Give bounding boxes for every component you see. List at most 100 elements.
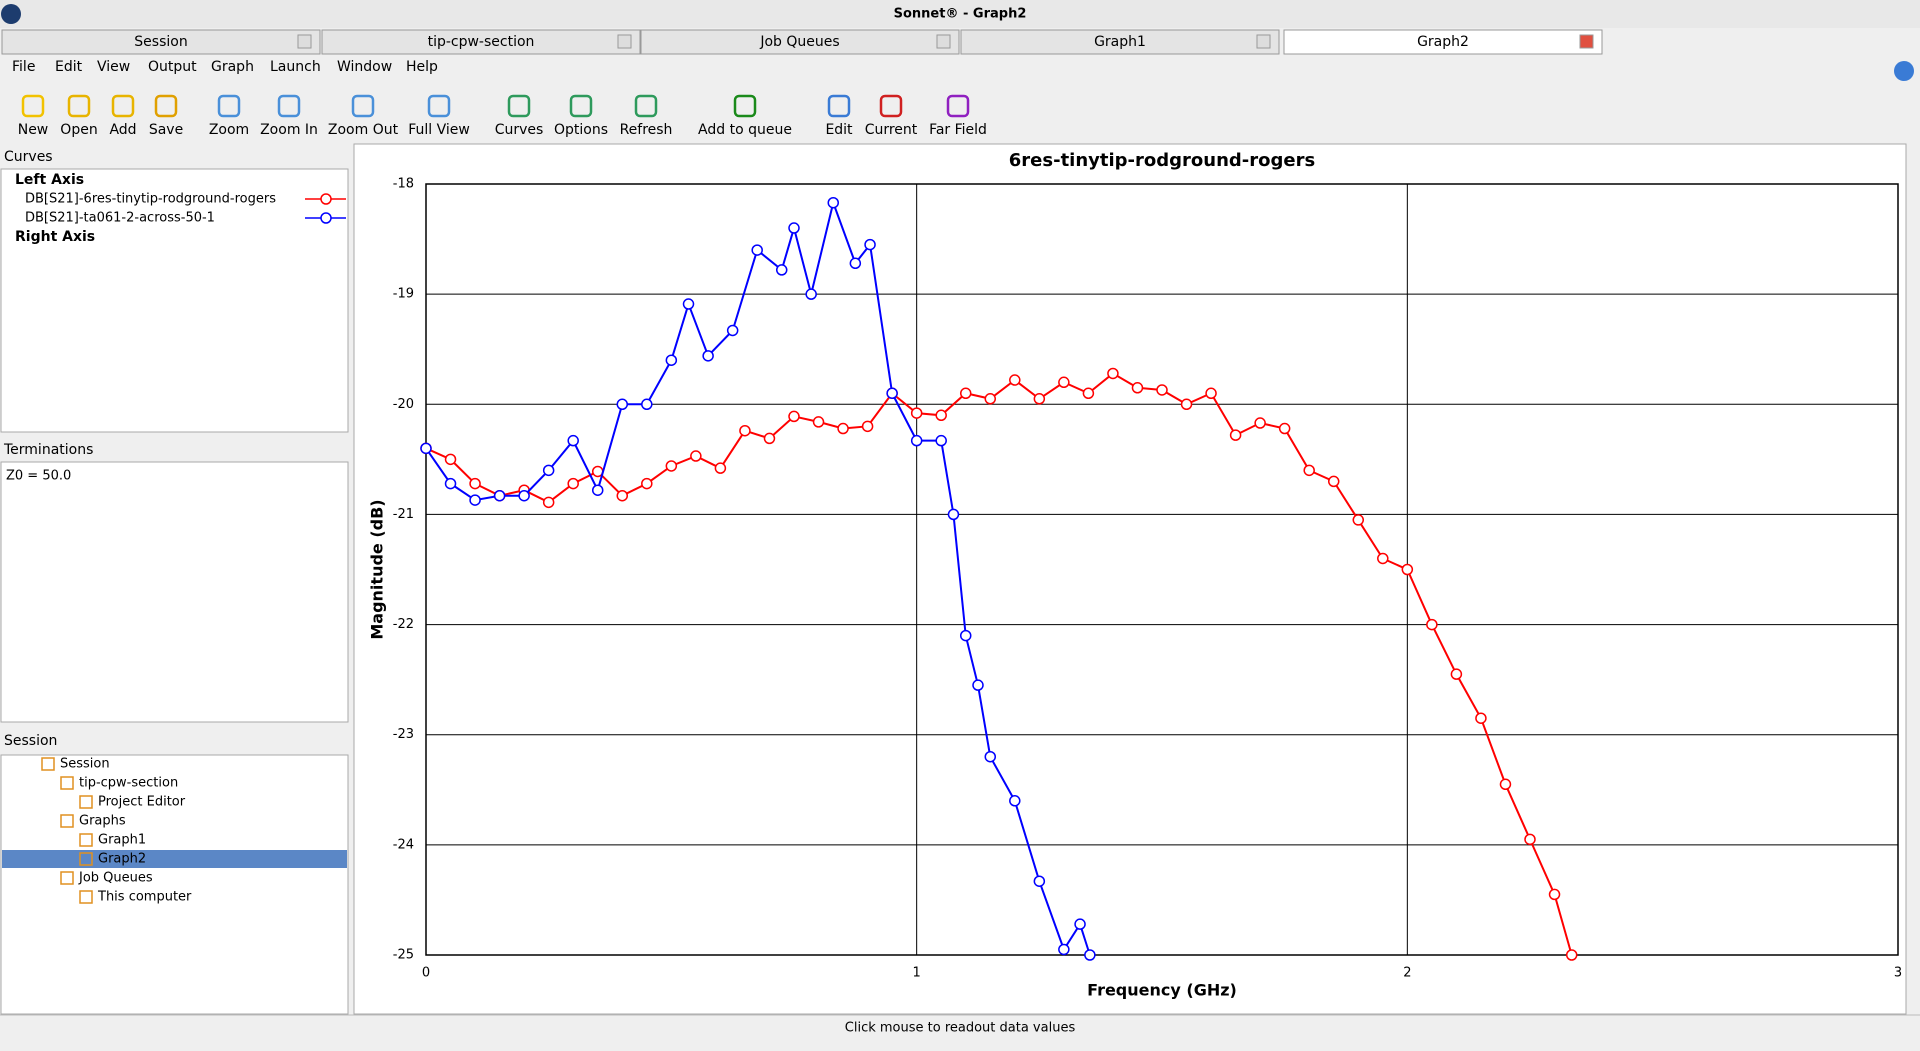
- toolbar-label[interactable]: Zoom: [209, 122, 249, 138]
- data-point: [788, 222, 800, 234]
- toolbar-icon[interactable]: [634, 94, 658, 118]
- data-point: [542, 464, 555, 477]
- toolbar-icon[interactable]: [879, 94, 903, 118]
- toolbar-icon[interactable]: [733, 94, 757, 118]
- data-point: [1084, 949, 1096, 961]
- toolbar-icon[interactable]: [507, 94, 531, 118]
- legend-marker: [320, 193, 332, 205]
- tab[interactable]: [321, 29, 641, 55]
- menu-item[interactable]: Output: [148, 59, 197, 75]
- data-point: [493, 489, 506, 502]
- tab-close[interactable]: [936, 34, 951, 49]
- toolbar-label[interactable]: Zoom In: [260, 122, 318, 138]
- toolbar-label[interactable]: Current: [865, 122, 918, 138]
- tab-close[interactable]: [617, 34, 632, 49]
- y-tick-label: -21: [393, 507, 414, 522]
- menu-item[interactable]: Graph: [211, 59, 254, 75]
- title-bar: [0, 0, 1920, 28]
- tree-item[interactable]: Graphs: [79, 814, 126, 829]
- tab-label[interactable]: Session: [134, 34, 187, 50]
- data-point: [935, 434, 947, 447]
- data-point: [567, 477, 579, 490]
- tree-item[interactable]: Graph2: [98, 852, 146, 867]
- toolbar-label[interactable]: Edit: [825, 122, 853, 138]
- toolbar-label[interactable]: Refresh: [620, 122, 673, 138]
- toolbar-label[interactable]: Zoom Out: [328, 122, 399, 138]
- toolbar-label[interactable]: Add: [109, 122, 136, 138]
- chart-panel: [353, 143, 1907, 1015]
- toolbar-label[interactable]: New: [18, 122, 49, 138]
- data-point: [1548, 888, 1561, 901]
- toolbar-icon[interactable]: [154, 94, 178, 118]
- data-point: [1475, 712, 1487, 724]
- data-point: [665, 354, 678, 366]
- data-point: [1254, 417, 1266, 429]
- toolbar-icon[interactable]: [827, 94, 851, 118]
- tree-item[interactable]: This computer: [97, 890, 192, 905]
- data-point: [1009, 795, 1021, 807]
- data-point: [469, 477, 481, 490]
- panel-title: Session: [4, 733, 57, 749]
- toolbar-icon[interactable]: [217, 94, 241, 118]
- tab-label[interactable]: tip-cpw-section: [428, 34, 535, 50]
- tab-close[interactable]: [1579, 34, 1594, 49]
- menu-item[interactable]: File: [12, 59, 35, 75]
- tab-label[interactable]: Job Queues: [759, 34, 839, 50]
- legend-entry[interactable]: DB[S21]-ta061-2-across-50-1: [25, 211, 215, 226]
- data-point: [616, 398, 629, 411]
- menu-item[interactable]: Launch: [270, 59, 321, 75]
- data-point: [984, 393, 997, 405]
- tab[interactable]: [640, 29, 960, 55]
- chart-title: 6res-tinytip-rodground-rogers: [1009, 150, 1315, 171]
- toolbar-icon[interactable]: [277, 94, 301, 118]
- toolbar-icon[interactable]: [21, 94, 45, 118]
- data-point: [959, 387, 972, 400]
- tree-item[interactable]: tip-cpw-section: [79, 776, 178, 791]
- toolbar-icon[interactable]: [569, 94, 593, 118]
- data-point: [1565, 949, 1578, 961]
- data-point: [812, 416, 825, 428]
- toolbar-icon[interactable]: [427, 94, 451, 118]
- toolbar-label[interactable]: Open: [60, 122, 97, 138]
- menu-item[interactable]: Edit: [55, 59, 83, 75]
- terminations-panel: [0, 461, 349, 723]
- tab-label[interactable]: Graph1: [1094, 34, 1146, 50]
- x-tick-label: 2: [1403, 966, 1411, 981]
- data-point: [775, 264, 788, 276]
- tree-item[interactable]: Session: [60, 757, 110, 772]
- tree-item[interactable]: Job Queues: [78, 871, 153, 886]
- menu-item[interactable]: Window: [337, 59, 392, 75]
- tree-icon: [41, 757, 55, 771]
- help-button[interactable]: [1894, 61, 1914, 81]
- toolbar-label[interactable]: Options: [554, 122, 608, 138]
- tab-close[interactable]: [1256, 34, 1271, 49]
- data-point: [542, 496, 555, 509]
- data-point: [1303, 464, 1315, 477]
- toolbar-label[interactable]: Save: [149, 122, 183, 138]
- data-point: [1229, 429, 1242, 441]
- tab[interactable]: [1, 29, 321, 55]
- data-point: [935, 409, 947, 422]
- session-panel: [0, 754, 349, 1015]
- toolbar-label[interactable]: Far Field: [929, 122, 987, 138]
- toolbar-icon[interactable]: [946, 94, 970, 118]
- toolbar-icon[interactable]: [351, 94, 375, 118]
- tab[interactable]: [960, 29, 1280, 55]
- toolbar-label[interactable]: Add to queue: [698, 122, 792, 138]
- data-point: [1009, 374, 1021, 386]
- tree-item[interactable]: Graph1: [98, 833, 146, 848]
- toolbar-label[interactable]: Full View: [408, 122, 470, 138]
- menu-bar: [0, 56, 1920, 86]
- x-tick-label: 0: [422, 966, 430, 981]
- tab-label[interactable]: Graph2: [1417, 34, 1469, 50]
- tab[interactable]: [1283, 29, 1603, 55]
- tree-item[interactable]: Project Editor: [98, 795, 186, 810]
- toolbar-icon[interactable]: [111, 94, 135, 118]
- menu-item[interactable]: Help: [406, 59, 438, 75]
- legend-entry[interactable]: DB[S21]-6res-tinytip-rodground-rogers: [25, 192, 276, 207]
- data-point: [1524, 833, 1536, 846]
- toolbar-icon[interactable]: [67, 94, 91, 118]
- toolbar-label[interactable]: Curves: [495, 122, 544, 138]
- menu-item[interactable]: View: [97, 59, 130, 75]
- tab-close[interactable]: [297, 34, 312, 49]
